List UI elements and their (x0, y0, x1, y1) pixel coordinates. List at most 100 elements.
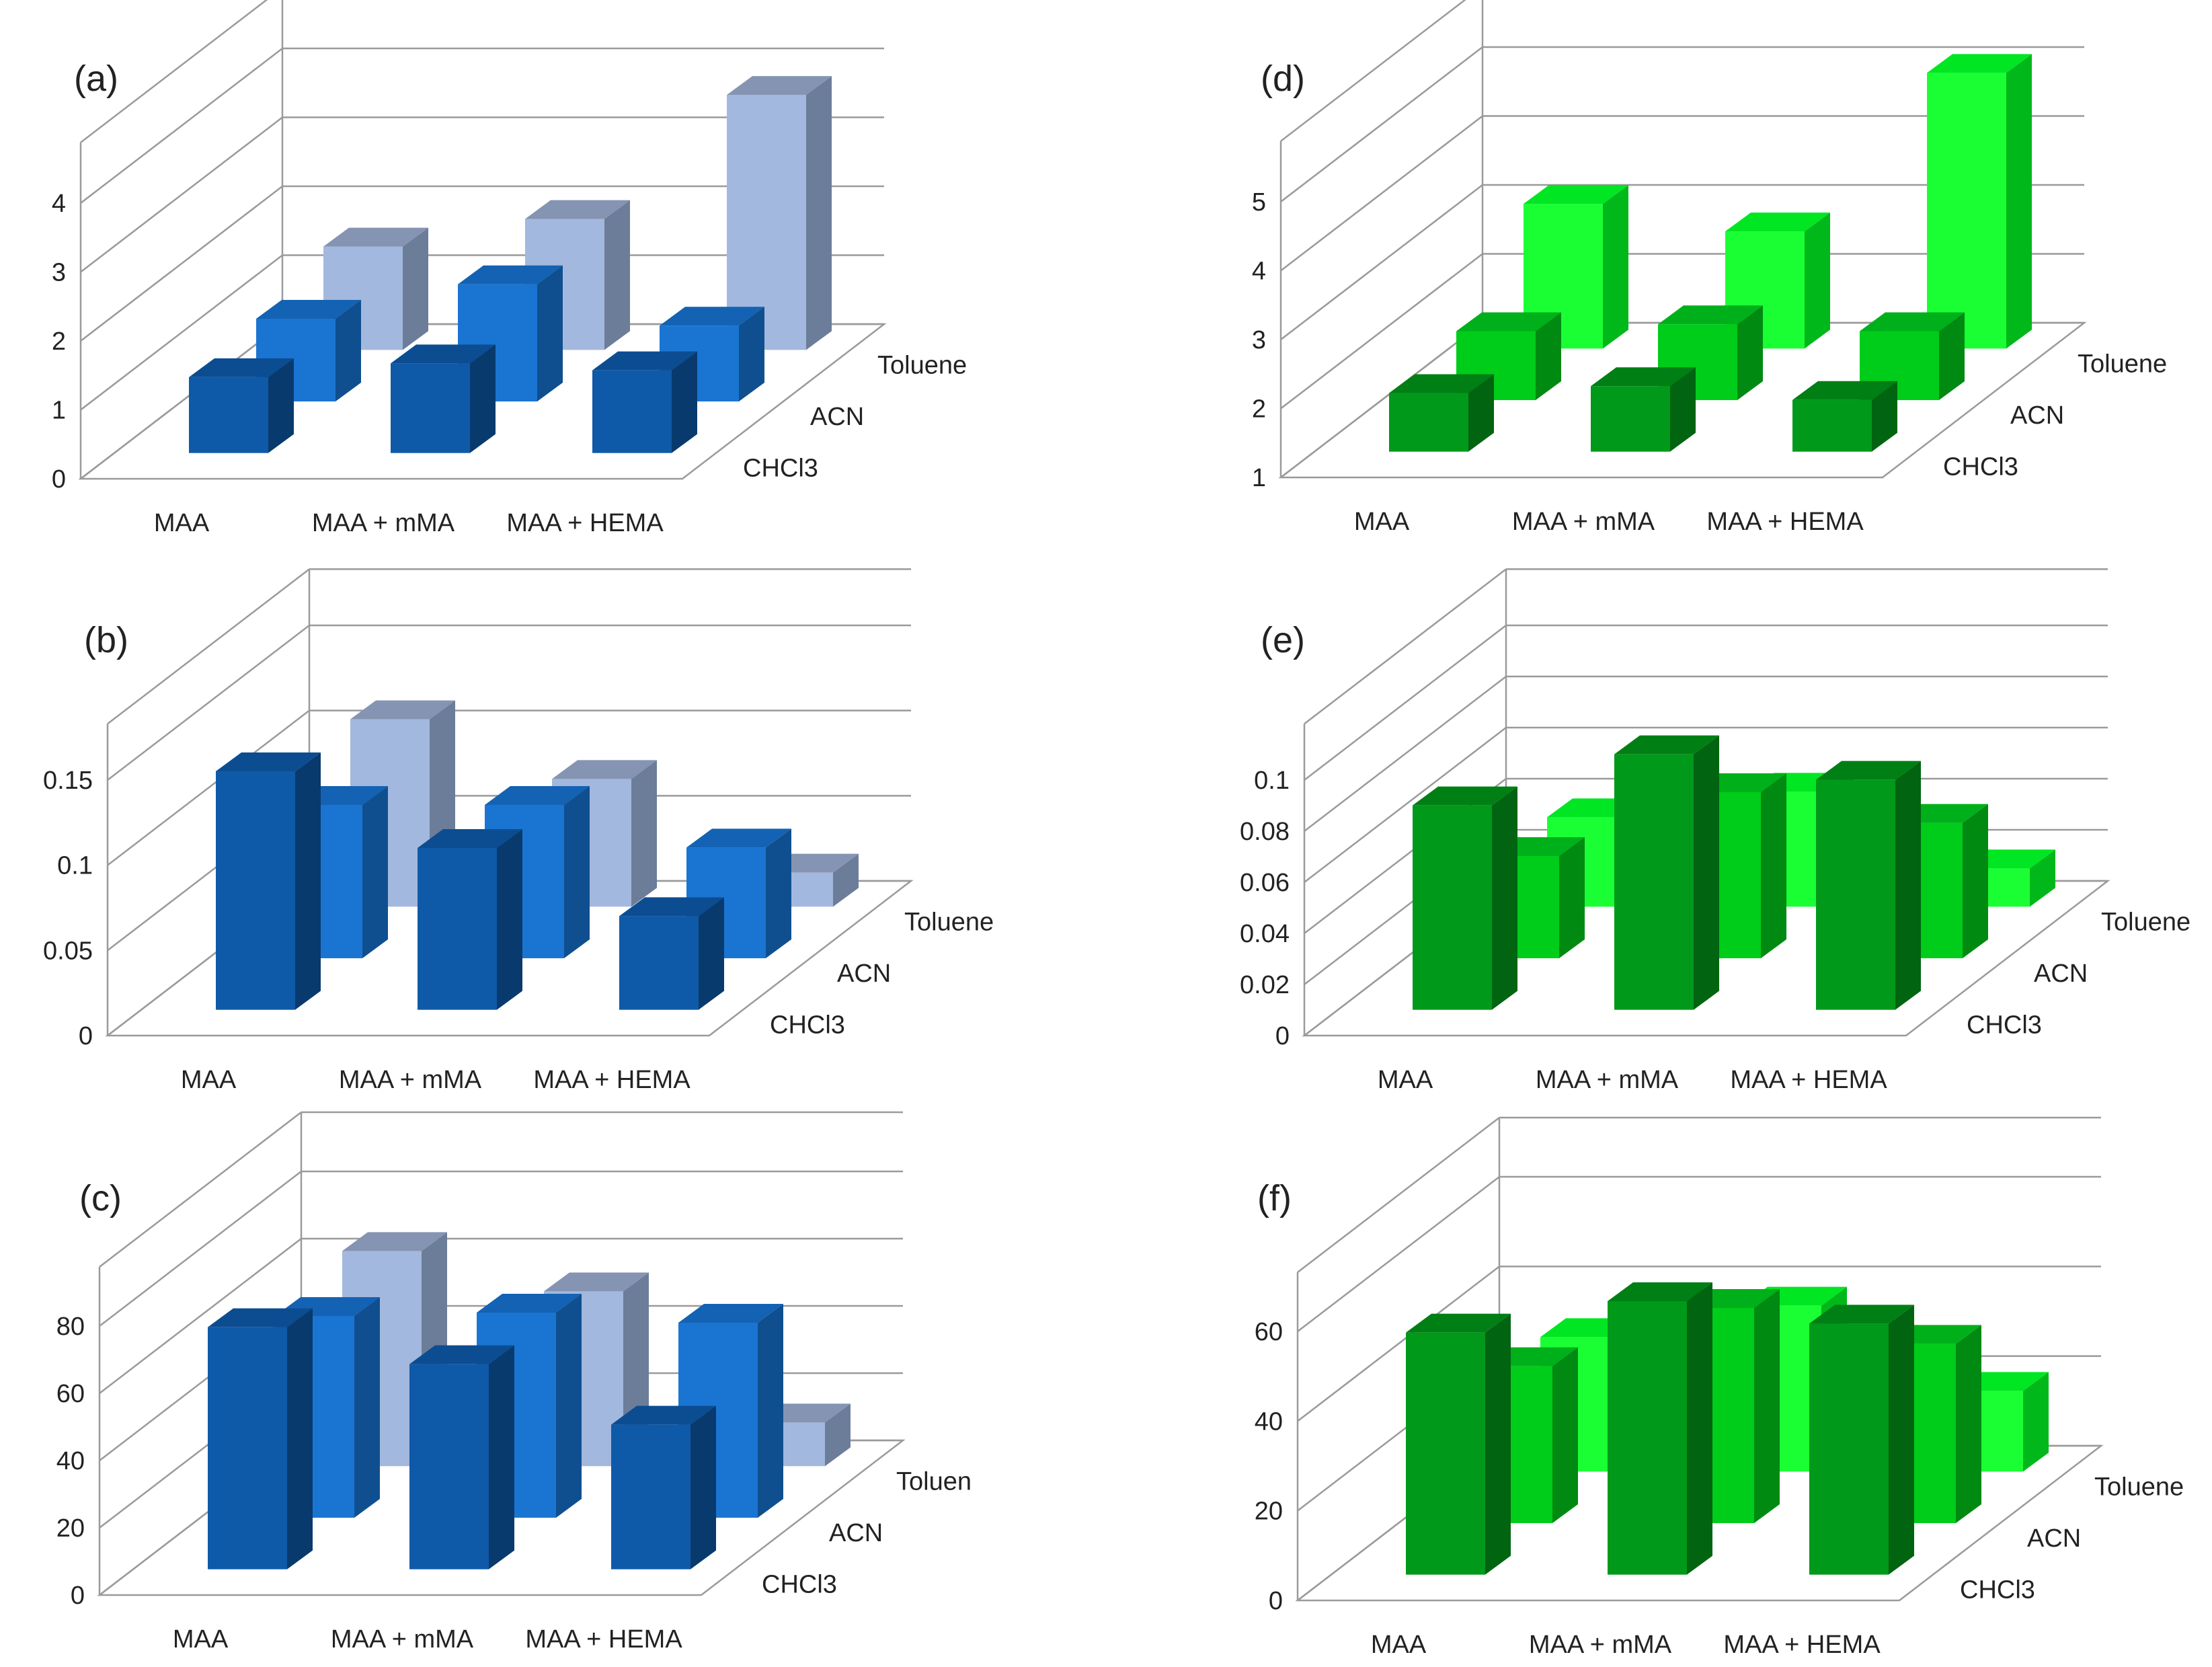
bar-front (1816, 779, 1895, 1010)
bar-top (391, 344, 496, 364)
bar-chcl3-3 (1816, 761, 1921, 1010)
series-label: ACN (837, 960, 891, 988)
bar-front (592, 370, 672, 453)
bar-side (2023, 1372, 2049, 1472)
bar-side (403, 227, 428, 350)
bar-side (806, 76, 832, 350)
y-tick-label: 0.15 (43, 767, 93, 795)
bar-top (458, 265, 563, 284)
bar-side (1552, 1347, 1578, 1523)
gridline-side (1280, 0, 1466, 142)
series-label: Toluene (2101, 908, 2190, 936)
bar-top (485, 786, 590, 805)
series-label: Toluen (896, 1467, 972, 1496)
bar-side (268, 358, 294, 453)
bar-chcl3-2 (1591, 367, 1696, 452)
bar-top (256, 300, 361, 319)
gridline-side (107, 709, 310, 866)
y-tick-label: 4 (52, 190, 66, 218)
bar-chcl3-2 (391, 344, 496, 453)
y-tick-label: 40 (1255, 1407, 1283, 1436)
gridline-side (80, 0, 268, 143)
category-label: MAA + mMA (1512, 508, 1655, 536)
y-tick-label: 2 (1252, 395, 1266, 424)
bar-side (833, 853, 859, 907)
bar-chcl3-2 (409, 1345, 514, 1569)
bar-acn-3 (1860, 312, 1965, 400)
bar-chcl3-2 (1614, 735, 1719, 1010)
bar-side (2030, 849, 2055, 907)
panel-label: (a) (74, 59, 118, 99)
bar-chcl3-3 (1792, 381, 1897, 452)
series-label: CHCl3 (762, 1571, 837, 1599)
gridline-side (107, 625, 310, 781)
gridline-side (99, 1112, 302, 1268)
series-label: CHCl3 (743, 455, 818, 483)
bar-top (1413, 786, 1517, 806)
gridline-side (1297, 1266, 1500, 1422)
y-tick-label: 0.08 (1240, 818, 1290, 846)
category-label: MAA + mMA (339, 1066, 482, 1094)
bar-side (604, 200, 630, 350)
bar-top (1860, 312, 1965, 332)
bar-front (1608, 1301, 1687, 1575)
gridline-side (1297, 1176, 1500, 1332)
category-label: MAA + mMA (312, 509, 455, 537)
bar-side (1889, 1305, 1914, 1575)
bar-chcl3-1 (208, 1308, 313, 1569)
bar-front (189, 377, 268, 453)
bar-front (1389, 393, 1468, 452)
gridline-side (80, 186, 283, 342)
bar-side (690, 1405, 716, 1569)
y-tick-label: 0.04 (1240, 920, 1290, 948)
bar-toluene-3 (727, 76, 832, 350)
series-label: CHCl3 (1967, 1011, 2042, 1040)
bar-side (354, 1297, 380, 1518)
chart-panel-4: 1 2 3 4 5 MAA MAA + mMA MAA + HEMA CHCl3 ACN Tolue… (1252, 0, 2167, 536)
panel-label: (f) (1257, 1178, 1292, 1218)
y-tick-label: 0.05 (43, 937, 93, 965)
y-tick-label: 0.1 (57, 852, 93, 880)
bar-front (1927, 73, 2006, 349)
category-label: MAA + HEMA (506, 509, 664, 537)
category-label: MAA + mMA (1529, 1631, 1672, 1659)
series-label: CHCl3 (1943, 453, 2018, 481)
bar-top (1725, 212, 1830, 232)
chart-panel-1: 0 1 2 3 4 MAA MAA + mMA MAA + HEMA CHCl3 ACN Tolue… (52, 0, 967, 537)
bar-chcl3-2 (1608, 1282, 1712, 1575)
bar-side (739, 307, 764, 401)
y-tick-label: 0.06 (1240, 869, 1290, 897)
gridline-side (107, 568, 310, 725)
chart-panel-5: 0 0.02 0.04 0.06 0.08 0.1 MAA MAA + mMA MAA + HE… (1240, 568, 2190, 1094)
y-tick-label: 0.02 (1240, 971, 1290, 999)
gridline-side (1304, 625, 1507, 781)
bar-side (1485, 1313, 1511, 1575)
bar-chcl3-1 (1406, 1313, 1511, 1575)
bar-top (1524, 185, 1628, 204)
bar-toluene-3 (1927, 54, 2032, 349)
bar-side (497, 829, 522, 1010)
series-label: ACN (2027, 1524, 2081, 1553)
gridline-side (99, 1238, 302, 1394)
bar-front (409, 1364, 489, 1569)
category-label: MAA (1354, 508, 1410, 536)
y-tick-label: 2 (52, 327, 66, 356)
y-tick-label: 0 (79, 1022, 93, 1050)
bar-chcl3-1 (1413, 786, 1517, 1010)
bar-side (825, 1403, 851, 1467)
bar-side (1956, 1325, 1981, 1523)
bar-top (678, 1304, 783, 1323)
bar-top (342, 1232, 447, 1251)
bar-top (727, 76, 832, 95)
series-label: Toluene (2094, 1473, 2184, 1501)
bar-front (1413, 805, 1492, 1010)
category-label: MAA (1371, 1631, 1427, 1659)
bar-side (362, 786, 388, 958)
category-label: MAA + HEMA (525, 1625, 682, 1654)
y-tick-label: 60 (1255, 1318, 1283, 1346)
bar-side (1536, 312, 1561, 400)
y-tick-label: 60 (56, 1380, 85, 1408)
bar-chcl3-3 (1809, 1305, 1914, 1575)
bar-side (2006, 54, 2032, 349)
